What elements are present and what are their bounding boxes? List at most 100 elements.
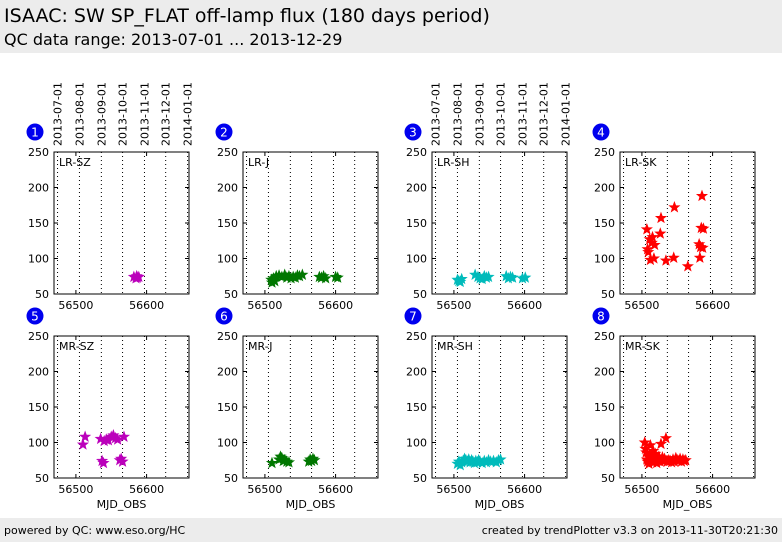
y-tick-label: 200 (406, 366, 427, 379)
y-tick-label: 100 (406, 437, 427, 450)
data-point-star (296, 268, 309, 280)
data-point-star (265, 456, 279, 469)
panel-number-label: 2 (220, 126, 228, 140)
y-tick-label: 100 (28, 437, 49, 450)
y-tick-label: 250 (217, 330, 238, 343)
data-point-star (506, 271, 519, 283)
date-tick-label: 2013-10-01 (117, 82, 130, 146)
y-tick-label: 100 (406, 253, 427, 266)
x-tick-label: 56500 (436, 483, 471, 496)
panel-number-badge (215, 307, 233, 325)
data-point-star (646, 230, 659, 243)
data-point-star (308, 453, 321, 466)
x-tick-label: 56600 (507, 483, 542, 496)
panel-label: MR-SZ (59, 340, 95, 353)
y-tick-label: 250 (406, 330, 427, 343)
data-point-star (697, 222, 710, 234)
date-tick-label: 2013-08-01 (451, 82, 464, 146)
x-tick-label: 56600 (129, 299, 164, 312)
plot-frame (53, 151, 190, 295)
date-tick-label: 2013-12-01 (160, 82, 173, 146)
panel-number-badge (592, 123, 610, 141)
panel-number-label: 6 (220, 310, 228, 324)
y-tick-label: 200 (594, 366, 615, 379)
panel-5: 50 100 150 200 250 56500 56600 MJD_OBS MR-SZ 5 (26, 307, 190, 511)
date-tick-label: 2014-01-01 (560, 82, 573, 146)
y-tick-label: 250 (217, 146, 238, 159)
panel-label: MR-SK (625, 340, 661, 353)
x-tick-label: 56600 (695, 483, 730, 496)
y-tick-label: 150 (406, 401, 427, 414)
x-tick-label: 56600 (129, 483, 164, 496)
data-point-star (132, 270, 145, 283)
panel-8: 50 100 150 200 250 56500 56600 MJD_OBS MR-SK 8 (592, 307, 756, 511)
panel-7: 50 100 150 200 250 56500 56600 MJD_OBS MR-SH 7 (404, 307, 568, 511)
plot-frame (431, 151, 568, 295)
data-point-star (79, 430, 92, 442)
y-tick-label: 50 (35, 472, 49, 485)
x-tick-label: 56600 (318, 483, 353, 496)
y-tick-label: 200 (28, 366, 49, 379)
data-point-star (519, 271, 532, 283)
data-point-star (494, 453, 507, 465)
x-tick-label: 56500 (624, 299, 659, 312)
header-bar: ISAAC: SW SP_FLAT off-lamp flux (180 day… (0, 0, 782, 53)
panel-label: LR-SK (625, 156, 657, 169)
x-axis-label: MJD_OBS (286, 498, 336, 511)
date-tick-label: 2014-01-01 (182, 82, 195, 146)
date-tick-label: 2013-11-01 (516, 82, 529, 146)
y-tick-label: 200 (217, 182, 238, 195)
page-title: ISAAC: SW SP_FLAT off-lamp flux (180 day… (4, 5, 490, 27)
x-axis-label: MJD_OBS (475, 498, 525, 511)
plot-frame (619, 151, 756, 295)
data-point-star (667, 251, 680, 263)
y-tick-label: 200 (28, 182, 49, 195)
x-tick-label: 56500 (436, 299, 471, 312)
data-point-star (659, 431, 672, 444)
date-tick-label: 2013-12-01 (538, 82, 551, 146)
x-tick-label: 56500 (58, 299, 93, 312)
data-point-star (647, 252, 660, 264)
data-point-star (117, 430, 131, 442)
page-subtitle: QC data range: 2013-07-01 ... 2013-12-29 (4, 30, 343, 49)
data-point-star (331, 271, 344, 283)
x-tick-label: 56600 (695, 299, 730, 312)
y-tick-label: 100 (594, 437, 615, 450)
panel-label: MR-J (248, 340, 273, 353)
panel-2: 50 100 150 200 250 56500 56600 LR-J 2 (215, 123, 379, 312)
panel-label: LR-SH (437, 156, 470, 169)
panel-number-label: 3 (409, 126, 417, 140)
y-tick-label: 150 (28, 401, 49, 414)
panel-number-label: 8 (597, 310, 605, 324)
y-tick-label: 250 (594, 330, 615, 343)
y-tick-label: 150 (217, 217, 238, 230)
data-point-star (640, 223, 653, 235)
data-point-star (659, 254, 672, 266)
plot-frame (242, 151, 379, 295)
x-tick-label: 56500 (624, 483, 659, 496)
data-point-star (76, 438, 90, 450)
data-point-star (319, 272, 332, 284)
x-tick-label: 56600 (318, 299, 353, 312)
panel-label: LR-J (248, 156, 269, 169)
panel-number-badge (404, 123, 422, 141)
data-point-star (693, 251, 706, 263)
panel-number-label: 1 (31, 126, 39, 140)
y-tick-label: 250 (28, 146, 49, 159)
y-tick-label: 100 (28, 253, 49, 266)
y-tick-label: 150 (594, 217, 615, 230)
data-point-star (696, 241, 709, 253)
y-tick-label: 100 (217, 253, 238, 266)
panel-number-badge (26, 123, 44, 141)
panel-number-badge (592, 307, 610, 325)
data-point-star (695, 189, 709, 202)
y-tick-label: 250 (406, 146, 427, 159)
y-tick-label: 250 (594, 146, 615, 159)
y-tick-label: 50 (35, 288, 49, 301)
y-tick-label: 50 (224, 472, 238, 485)
panel-label: LR-SZ (59, 156, 91, 169)
data-point-star (654, 211, 668, 224)
y-tick-label: 100 (594, 253, 615, 266)
x-axis-label: MJD_OBS (663, 498, 713, 511)
data-point-star (282, 456, 295, 468)
